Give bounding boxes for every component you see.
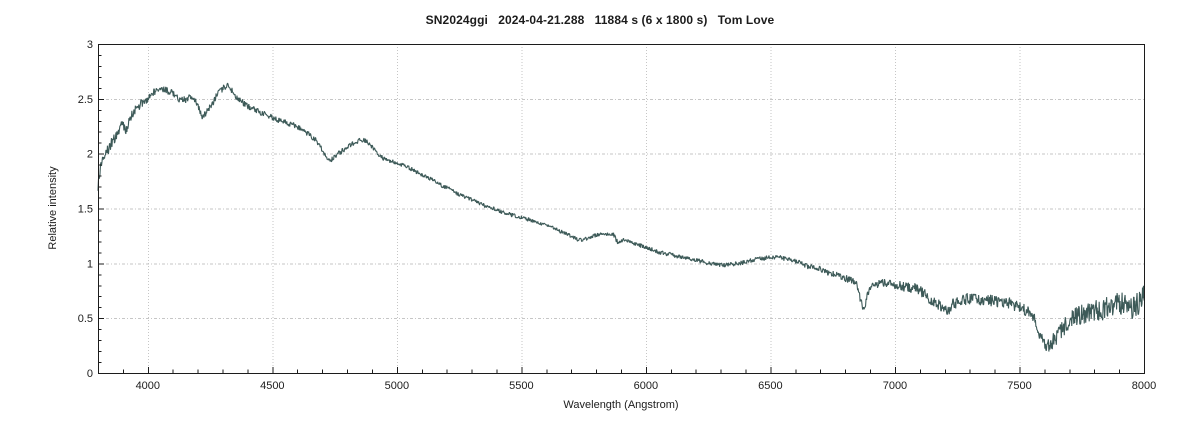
svg-text:0: 0	[87, 368, 93, 380]
svg-text:2.5: 2.5	[78, 94, 93, 106]
svg-text:3: 3	[87, 39, 93, 51]
svg-text:1.5: 1.5	[78, 204, 93, 216]
svg-text:1: 1	[87, 258, 93, 270]
svg-text:2: 2	[87, 149, 93, 161]
svg-text:7000: 7000	[883, 380, 907, 392]
svg-text:4000: 4000	[136, 380, 160, 392]
x-axis-label: Wavelength (Angstrom)	[563, 399, 679, 411]
chart-title: SN2024ggi 2024-04-21.288 11884 s (6 x 18…	[425, 13, 775, 27]
axis-ticks	[98, 54, 1121, 373]
svg-text:6000: 6000	[634, 380, 658, 392]
svg-text:4500: 4500	[260, 380, 284, 392]
spectrum-line	[97, 82, 1145, 352]
svg-text:6500: 6500	[758, 380, 782, 392]
svg-text:5000: 5000	[385, 380, 409, 392]
svg-text:5500: 5500	[509, 380, 533, 392]
svg-text:0.5: 0.5	[78, 313, 93, 325]
gridlines	[98, 44, 1144, 373]
svg-text:8000: 8000	[1132, 380, 1156, 392]
svg-text:7500: 7500	[1007, 380, 1031, 392]
tick-labels: 4000 4500 5000 5500 6000 6500 7000 7500 8000 0 0.5…	[78, 39, 1157, 392]
